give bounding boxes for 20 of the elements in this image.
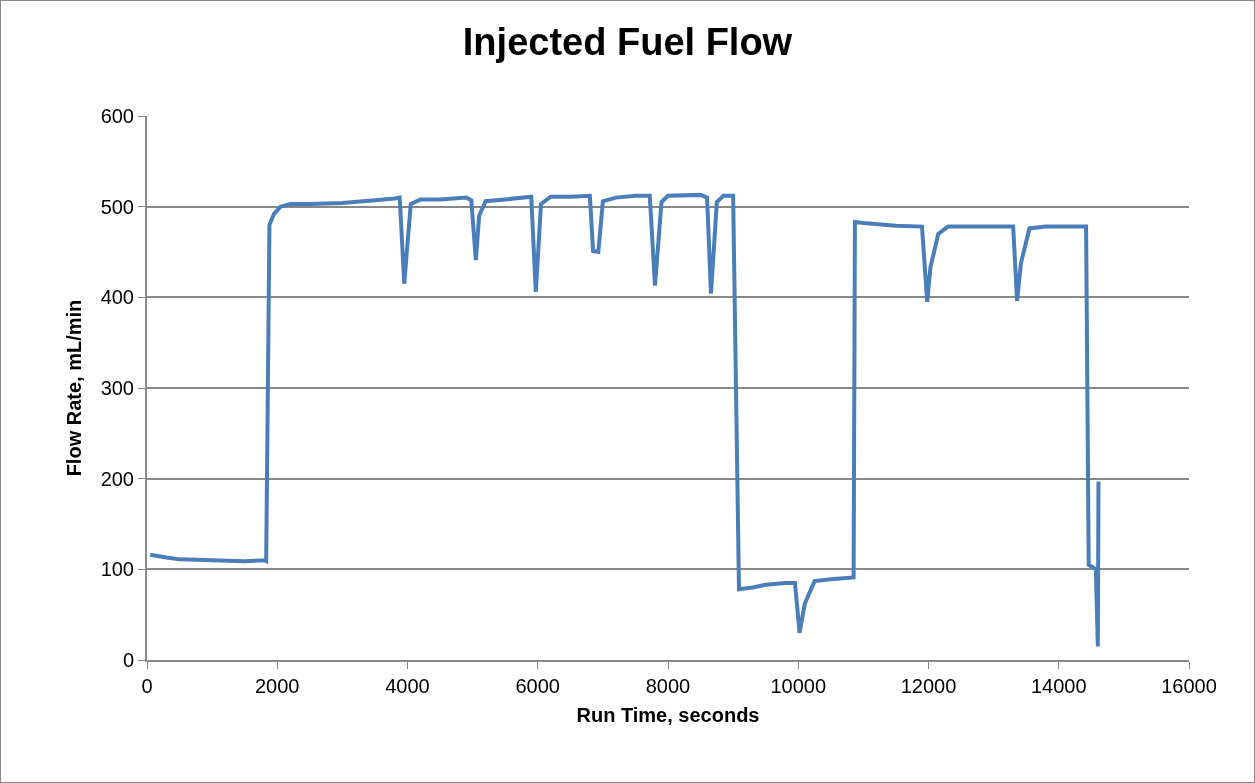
line-series (148, 192, 1101, 649)
chart-title: Injected Fuel Flow (462, 20, 793, 63)
x-tick-label: 0 (141, 675, 153, 697)
y-tick-label: 100 (100, 558, 134, 581)
x-tick-label: 6000 (515, 675, 560, 697)
x-tick-label: 16000 (1161, 675, 1217, 697)
y-tick-label: 400 (100, 286, 134, 309)
y-tick-label: 500 (100, 195, 134, 218)
y-axis-title: Flow Rate, mL/min (62, 299, 85, 477)
x-tick-label: 14000 (1030, 675, 1087, 697)
x-tick-label: 8000 (645, 675, 691, 697)
x-tick-label: 2000 (255, 675, 300, 697)
x-tick-label: 10000 (770, 675, 827, 697)
y-tick-label: 200 (100, 467, 134, 490)
y-tick-label: 600 (100, 105, 134, 127)
x-tick-label: 12000 (900, 675, 957, 697)
y-tick-label: 300 (100, 377, 134, 399)
x-axis-title: Run Time, seconds (576, 704, 760, 726)
y-tick-label: 0 (122, 649, 134, 671)
x-tick-label: 4000 (385, 675, 430, 697)
